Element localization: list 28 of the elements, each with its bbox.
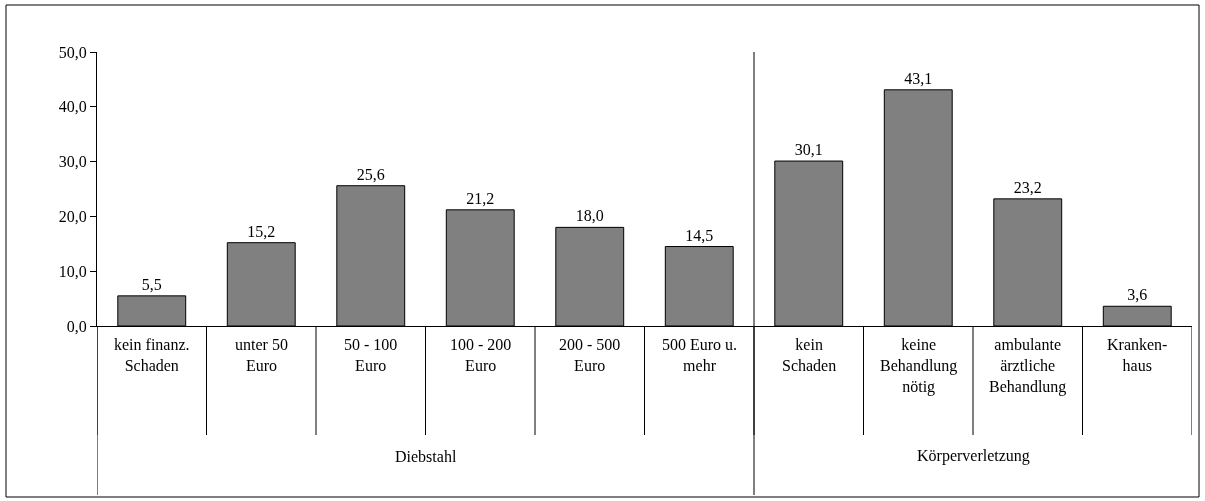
data-label: 14,5 — [685, 226, 714, 244]
y-tick-label: 0,0 — [66, 317, 87, 335]
data-label: 23,2 — [1013, 178, 1042, 196]
x-tick-label: ambulante ärztliche Behandlung — [989, 336, 1067, 396]
data-label: 18,0 — [575, 207, 604, 225]
x-tick-label: 50 - 100 Euro — [344, 336, 398, 374]
data-label: 5,5 — [141, 275, 162, 293]
y-tick-label: 40,0 — [58, 98, 87, 116]
data-label: 21,2 — [466, 189, 495, 207]
data-label: 30,1 — [794, 141, 823, 159]
x-tick-label: kein Schaden — [782, 336, 837, 374]
text: Diebstahl — [395, 448, 457, 465]
x-tick-label: kein finanz. Schaden — [114, 336, 190, 374]
data-label: 3,6 — [1127, 286, 1148, 304]
data-label: 15,2 — [247, 222, 276, 240]
text: Körperverletzung — [917, 447, 1030, 465]
y-tick-label: 20,0 — [58, 208, 87, 225]
x-tick-label: 500 Euro u. mehr — [662, 336, 738, 374]
data-label: 25,6 — [356, 165, 385, 183]
x-tick-label: Kranken- haus — [1107, 336, 1168, 374]
x-tick-label: 200 - 500 Euro — [559, 336, 621, 374]
y-tick-label: 30,0 — [58, 153, 87, 171]
x-tick-label: 100 - 200 Euro — [450, 336, 512, 374]
data-label: 43,1 — [904, 69, 933, 87]
y-tick-label: 10,0 — [58, 262, 87, 280]
y-tick-label: 50,0 — [58, 43, 87, 61]
x-tick-label: keine Behandlung nötig — [880, 336, 958, 396]
x-tick-label: unter 50 Euro — [235, 336, 288, 374]
